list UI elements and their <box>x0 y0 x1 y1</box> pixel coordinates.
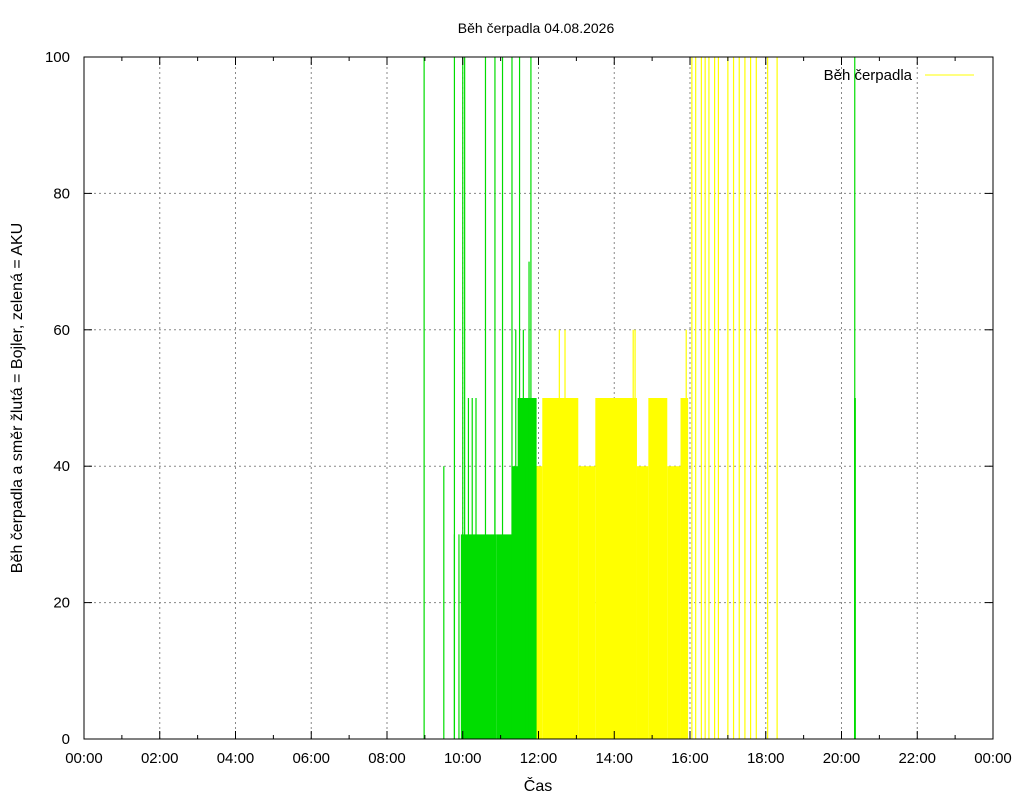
x-tick-label: 16:00 <box>671 750 709 767</box>
x-tick-label: 12:00 <box>520 750 558 767</box>
series-block <box>496 534 512 739</box>
series-block <box>536 466 543 739</box>
series-block <box>578 466 596 739</box>
y-tick-label: 40 <box>53 458 70 475</box>
series-block <box>648 398 668 739</box>
x-tick-label: 04:00 <box>217 750 255 767</box>
legend: Běh čerpadla <box>824 67 974 84</box>
series-block <box>636 466 649 739</box>
x-tick-label: 22:00 <box>898 750 936 767</box>
y-tick-label: 20 <box>53 595 70 612</box>
x-tick-label: 18:00 <box>747 750 785 767</box>
y-tick-label: 80 <box>53 185 70 202</box>
series-block <box>595 398 637 739</box>
data-marks <box>423 57 856 739</box>
x-tick-label: 08:00 <box>368 750 406 767</box>
series-block <box>525 466 539 739</box>
series-block <box>680 398 689 739</box>
x-tick-label: 20:00 <box>823 750 861 767</box>
series-block <box>460 534 497 739</box>
y-tick-label: 100 <box>45 49 70 66</box>
x-tick-label: 00:00 <box>974 750 1012 767</box>
y-tick-label: 60 <box>53 322 70 339</box>
y-axis-label: Běh čerpadla a směr žlutá = Bojler, zele… <box>9 223 26 573</box>
legend-label: Běh čerpadla <box>824 67 913 84</box>
axis-ticks: 00:00 02:00 04:00 06:00 08:00 10:00 12:00 14:00… <box>45 49 1012 767</box>
x-axis-label: Čas <box>524 776 552 795</box>
x-tick-label: 06:00 <box>292 750 330 767</box>
series-block <box>542 398 579 739</box>
x-tick-label: 14:00 <box>595 750 633 767</box>
x-tick-label: 00:00 <box>65 750 103 767</box>
x-tick-label: 10:00 <box>444 750 482 767</box>
series-block <box>667 466 681 739</box>
chart-title: Běh čerpadla 04.08.2026 <box>458 20 615 36</box>
y-tick-label: 0 <box>62 731 70 748</box>
x-tick-label: 02:00 <box>141 750 179 767</box>
